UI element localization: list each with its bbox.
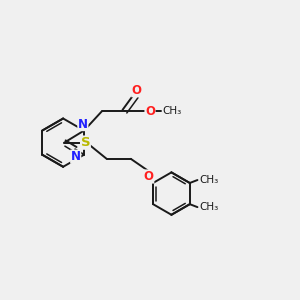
Text: N: N — [71, 150, 81, 163]
Text: O: O — [145, 105, 155, 118]
Text: CH₃: CH₃ — [200, 175, 219, 185]
Text: S: S — [81, 136, 90, 149]
Text: CH₃: CH₃ — [162, 106, 182, 116]
Text: N: N — [78, 118, 88, 130]
Text: CH₃: CH₃ — [200, 202, 219, 212]
Text: O: O — [132, 84, 142, 97]
Text: O: O — [144, 170, 154, 183]
